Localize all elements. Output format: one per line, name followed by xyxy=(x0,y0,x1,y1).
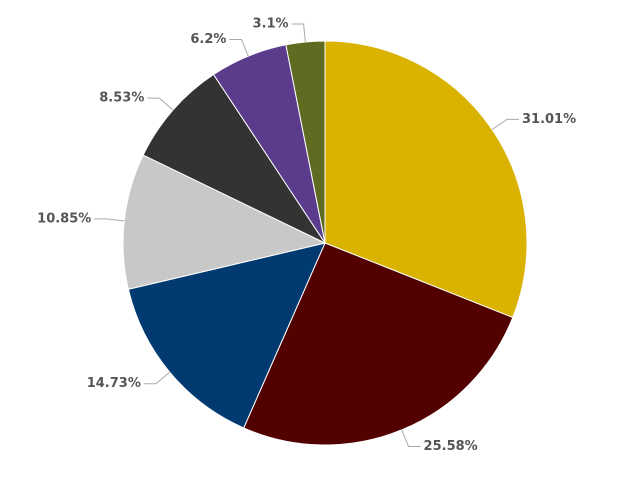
leader-line xyxy=(143,371,171,385)
data-label: 31.01% xyxy=(522,112,576,127)
pie-slice xyxy=(142,73,327,245)
pie-slice xyxy=(324,40,528,319)
leader-line xyxy=(491,118,519,130)
data-label: 14.73% xyxy=(87,376,141,391)
pie-slice xyxy=(122,154,327,290)
data-label: 10.85% xyxy=(37,211,91,226)
data-label: 8.53% xyxy=(99,91,144,106)
leader-line xyxy=(291,23,306,43)
data-label: 25.58% xyxy=(424,439,478,454)
data-label: 6.2% xyxy=(190,32,226,47)
leader-line xyxy=(401,429,421,448)
leader-line xyxy=(229,38,249,57)
data-label: 3.1% xyxy=(253,17,289,32)
leader-line xyxy=(147,97,174,111)
leader-line xyxy=(94,218,125,222)
